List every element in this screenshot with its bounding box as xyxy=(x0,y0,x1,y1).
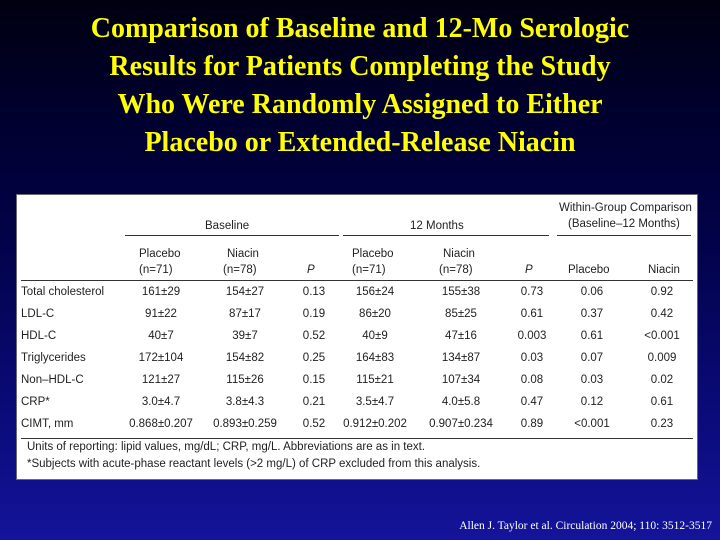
results-table: Baseline 12 Months Within-Group Comparis… xyxy=(16,194,698,480)
table-cell: 0.13 xyxy=(302,286,326,298)
table-cell: 86±20 xyxy=(359,308,391,320)
table-cell: 3.5±4.7 xyxy=(355,396,395,408)
table-cell: 154±27 xyxy=(225,286,265,298)
baseline-rule xyxy=(125,235,339,236)
col-niacin-baseline: Niacin xyxy=(227,248,259,260)
table-cell: 0.003 xyxy=(517,330,547,342)
header-rule xyxy=(21,280,693,281)
table-cell: 172±104 xyxy=(138,352,184,364)
table-cell: 0.12 xyxy=(580,396,604,408)
table-cell: 0.92 xyxy=(650,286,674,298)
table-cell: 4.0±5.8 xyxy=(441,396,481,408)
table-cell: 0.06 xyxy=(580,286,604,298)
table-cell: 39±7 xyxy=(232,330,258,342)
col-niacin-within: Niacin xyxy=(648,264,680,276)
table-cell: <0.001 xyxy=(644,330,680,342)
table-cell: 0.25 xyxy=(302,352,326,364)
table-cell: 155±38 xyxy=(441,286,481,298)
table-cell: <0.001 xyxy=(574,418,610,430)
row-label: Total cholesterol xyxy=(21,286,105,298)
table-cell: 0.52 xyxy=(302,418,326,430)
table-cell: 0.912±0.202 xyxy=(343,418,407,430)
table-cell: 3.0±4.7 xyxy=(141,396,181,408)
col-niacin-12mo: Niacin xyxy=(443,248,475,260)
table-cell: 0.907±0.234 xyxy=(429,418,493,430)
table-cell: 0.03 xyxy=(580,374,604,386)
row-label: Non–HDL-C xyxy=(21,374,84,386)
within-rule xyxy=(557,235,691,236)
col-n78-12mo: (n=78) xyxy=(439,264,473,276)
col-placebo-within: Placebo xyxy=(568,264,610,276)
row-label: LDL-C xyxy=(21,308,55,320)
table-cell: 0.61 xyxy=(650,396,674,408)
table-cell: 0.47 xyxy=(520,396,544,408)
title-line-4: Placebo or Extended-Release Niacin xyxy=(144,127,576,158)
table-cell: 0.893±0.259 xyxy=(213,418,277,430)
body-rule xyxy=(21,438,693,439)
table-cell: 107±34 xyxy=(441,374,481,386)
table-cell: 0.868±0.207 xyxy=(129,418,193,430)
footnote-units: Units of reporting: lipid values, mg/dL;… xyxy=(27,441,426,453)
row-label: CRP* xyxy=(21,396,50,408)
table-cell: 121±27 xyxy=(141,374,181,386)
table-cell: 91±22 xyxy=(145,308,177,320)
table-cell: 154±82 xyxy=(225,352,265,364)
col-placebo-baseline: Placebo xyxy=(139,248,181,260)
table-cell: 0.52 xyxy=(302,330,326,342)
months12-rule xyxy=(343,235,549,236)
table-cell: 0.21 xyxy=(302,396,326,408)
col-n78-baseline: (n=78) xyxy=(223,264,257,276)
row-label: Triglycerides xyxy=(21,352,86,364)
slide-title: Comparison of Baseline and 12-Mo Serolog… xyxy=(0,10,720,162)
row-label: HDL-C xyxy=(21,330,57,342)
citation: Allen J. Taylor et al. Circulation 2004;… xyxy=(459,520,712,532)
col-p-baseline: P xyxy=(307,264,315,276)
table-cell: 0.02 xyxy=(650,374,674,386)
title-line-2: Results for Patients Completing the Stud… xyxy=(109,51,611,82)
col-placebo-12mo: Placebo xyxy=(352,248,394,260)
within-group-header: Within-Group Comparison xyxy=(559,202,692,214)
months12-group-header: 12 Months xyxy=(410,220,464,232)
table-cell: 85±25 xyxy=(445,308,477,320)
table-cell: 0.42 xyxy=(650,308,674,320)
table-cell: 87±17 xyxy=(229,308,261,320)
table-cell: 0.08 xyxy=(520,374,544,386)
row-label: CIMT, mm xyxy=(21,418,74,430)
table-cell: 0.73 xyxy=(520,286,544,298)
table-cell: 0.61 xyxy=(520,308,544,320)
table-cell: 0.07 xyxy=(580,352,604,364)
table-cell: 134±87 xyxy=(441,352,481,364)
table-cell: 0.009 xyxy=(647,352,677,364)
footnote-crp: *Subjects with acute-phase reactant leve… xyxy=(27,458,481,470)
table-cell: 0.15 xyxy=(302,374,326,386)
table-cell: 0.89 xyxy=(520,418,544,430)
table-cell: 0.37 xyxy=(580,308,604,320)
table-cell: 115±26 xyxy=(226,374,264,386)
table-cell: 0.23 xyxy=(650,418,674,430)
table-cell: 47±16 xyxy=(445,330,477,342)
table-cell: 115±21 xyxy=(356,374,394,386)
col-n71-baseline: (n=71) xyxy=(139,264,173,276)
table-cell: 0.61 xyxy=(580,330,604,342)
baseline-group-header: Baseline xyxy=(205,220,250,232)
within-group-subheader: (Baseline–12 Months) xyxy=(568,218,680,230)
col-n71-12mo: (n=71) xyxy=(352,264,386,276)
table-cell: 40±9 xyxy=(362,330,388,342)
table-cell: 164±83 xyxy=(355,352,395,364)
col-p-12mo: P xyxy=(525,264,533,276)
table-cell: 161±29 xyxy=(141,286,181,298)
table-cell: 156±24 xyxy=(355,286,395,298)
title-line-1: Comparison of Baseline and 12-Mo Serolog… xyxy=(90,13,630,44)
table-cell: 0.19 xyxy=(302,308,326,320)
table-cell: 3.8±4.3 xyxy=(225,396,265,408)
title-line-3: Who Were Randomly Assigned to Either xyxy=(117,89,603,120)
table-cell: 0.03 xyxy=(520,352,544,364)
table-cell: 40±7 xyxy=(148,330,174,342)
